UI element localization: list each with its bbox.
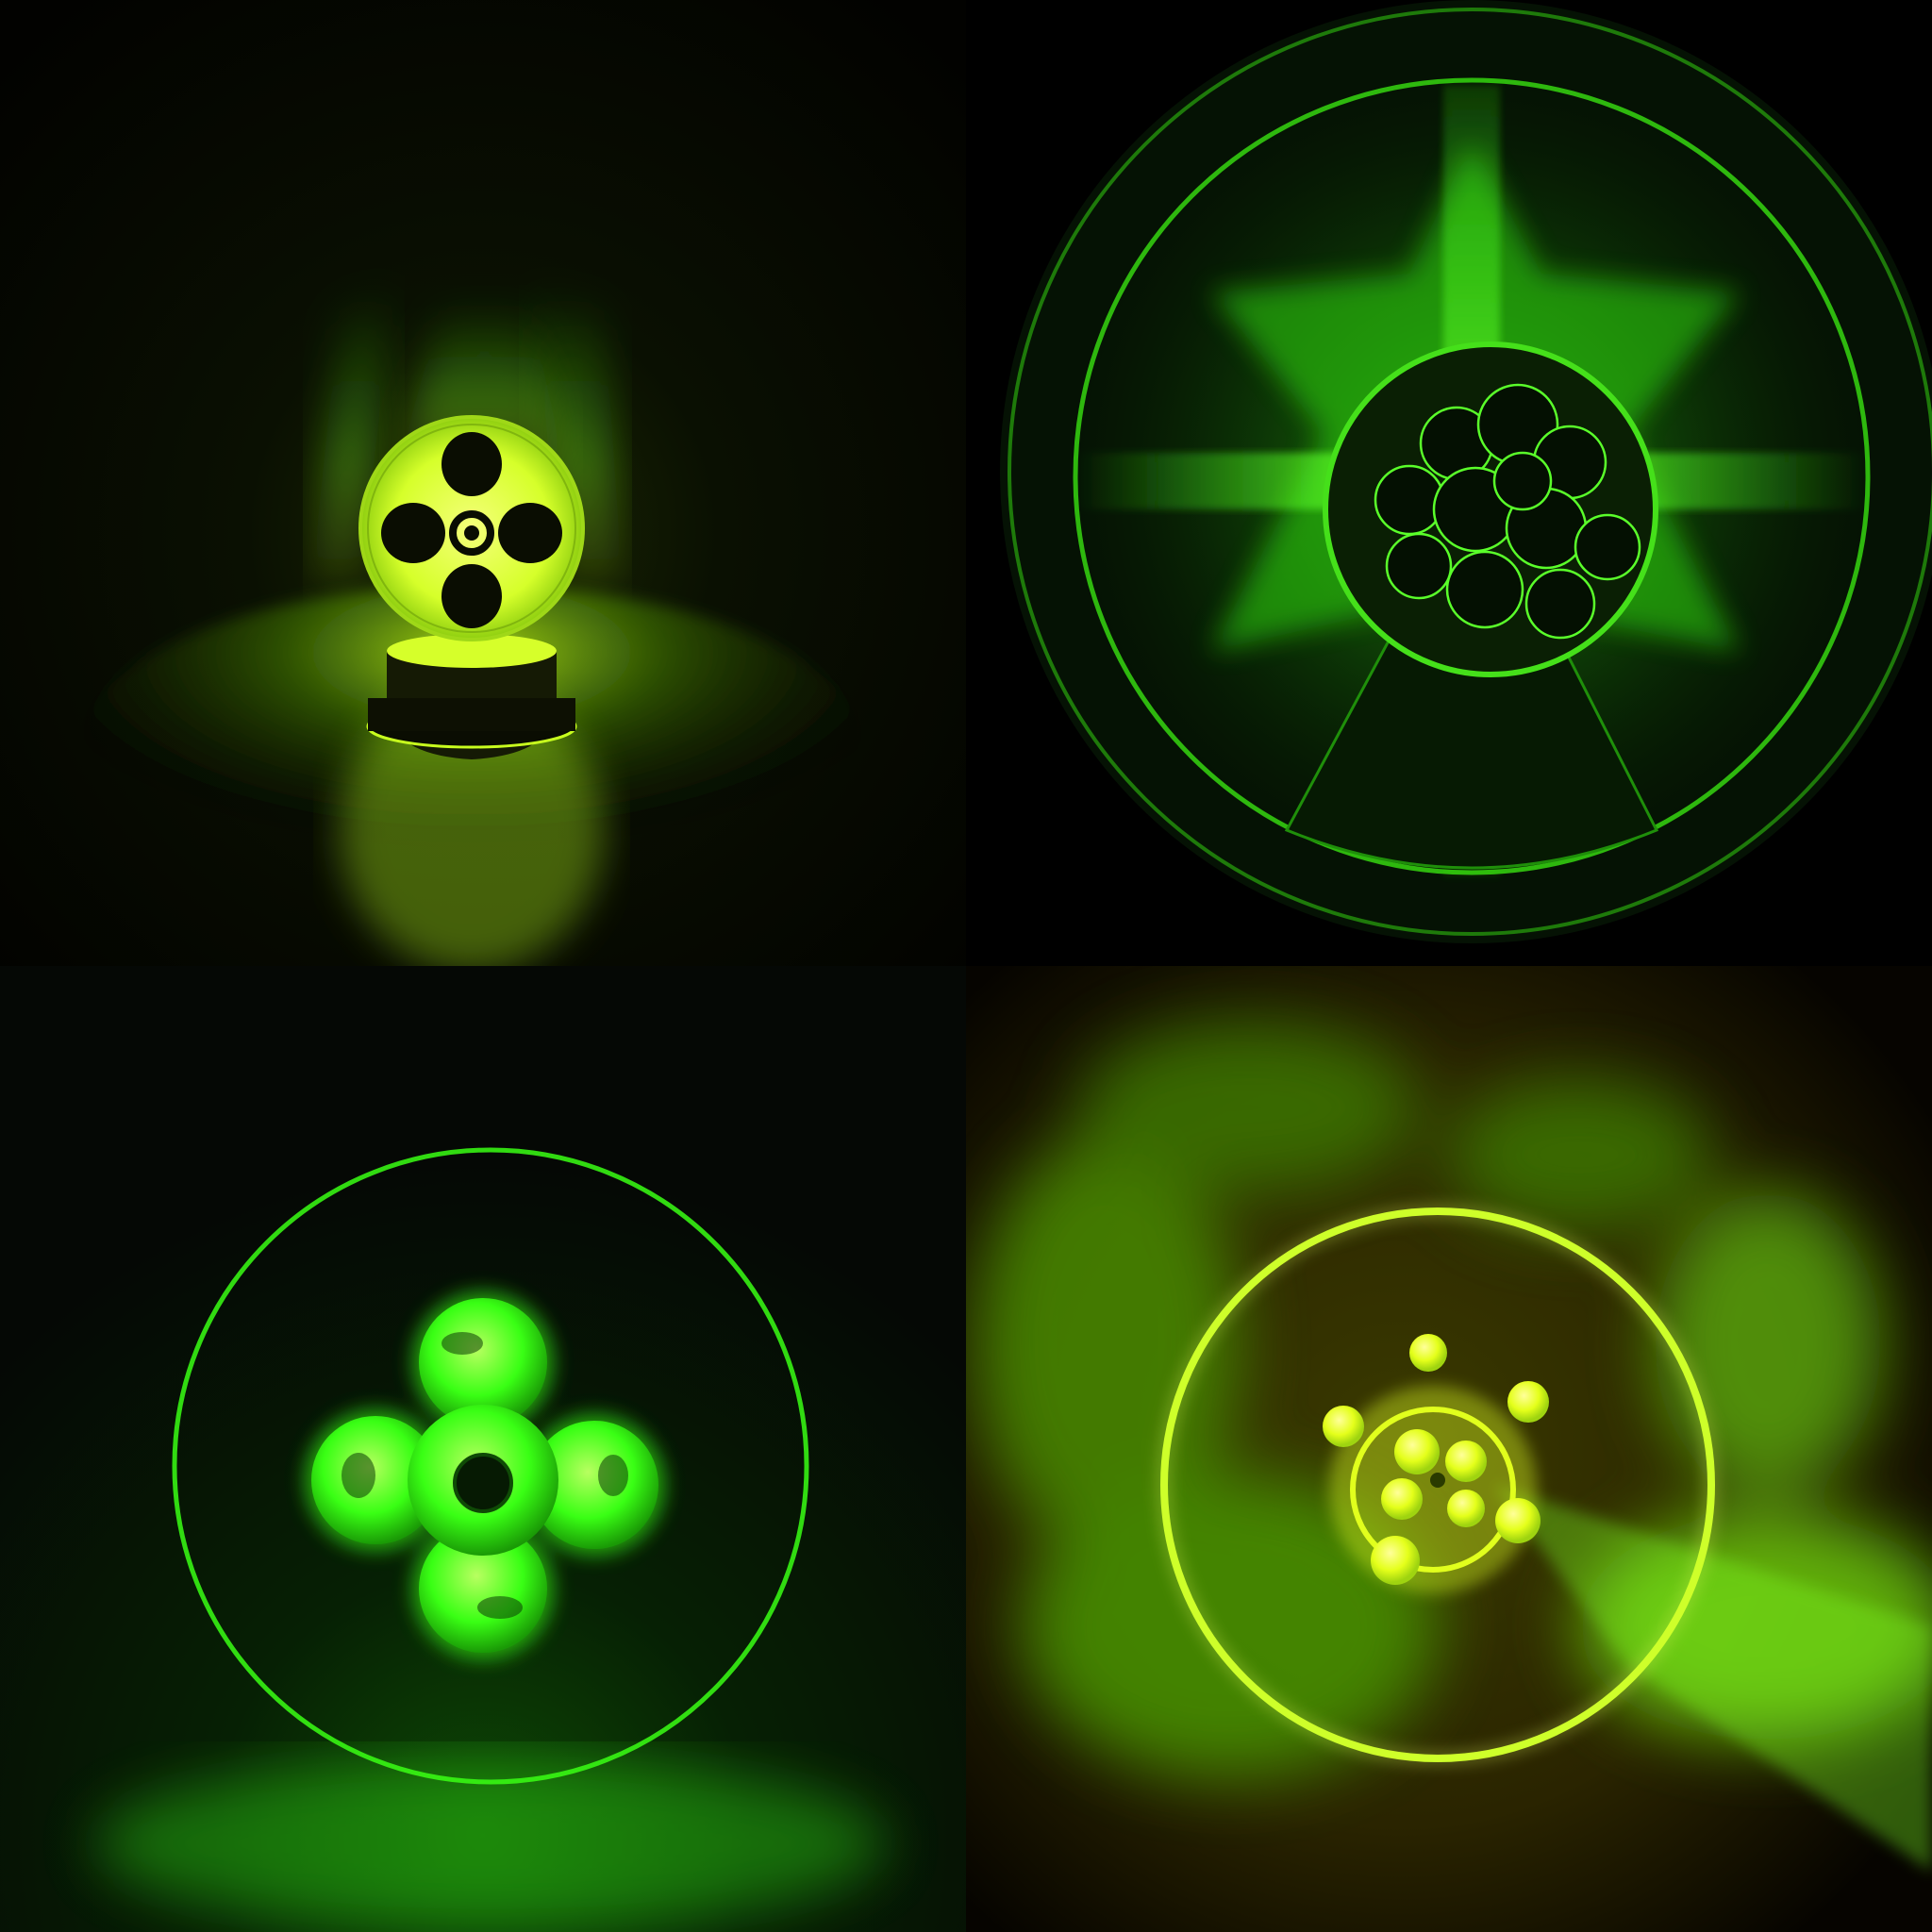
panel-sphere-cluster xyxy=(966,0,1932,966)
atom-cluster xyxy=(1323,1334,1549,1585)
lamp-disc-illustration xyxy=(0,0,966,966)
panel-atom-ring xyxy=(966,966,1932,1932)
panel-four-lobe-ring xyxy=(0,966,966,1932)
sphere-cluster xyxy=(1374,383,1641,640)
sphere-cluster-illustration xyxy=(966,0,1932,966)
panel-lamp-disc xyxy=(0,0,966,966)
center-hub xyxy=(453,1453,513,1513)
four-lobe-ring-illustration xyxy=(0,966,966,1932)
pedestal-top xyxy=(387,634,557,668)
atom-ring-illustration xyxy=(966,966,1932,1932)
four-lobe-shape xyxy=(381,432,562,628)
thin-ring xyxy=(172,1147,809,1785)
